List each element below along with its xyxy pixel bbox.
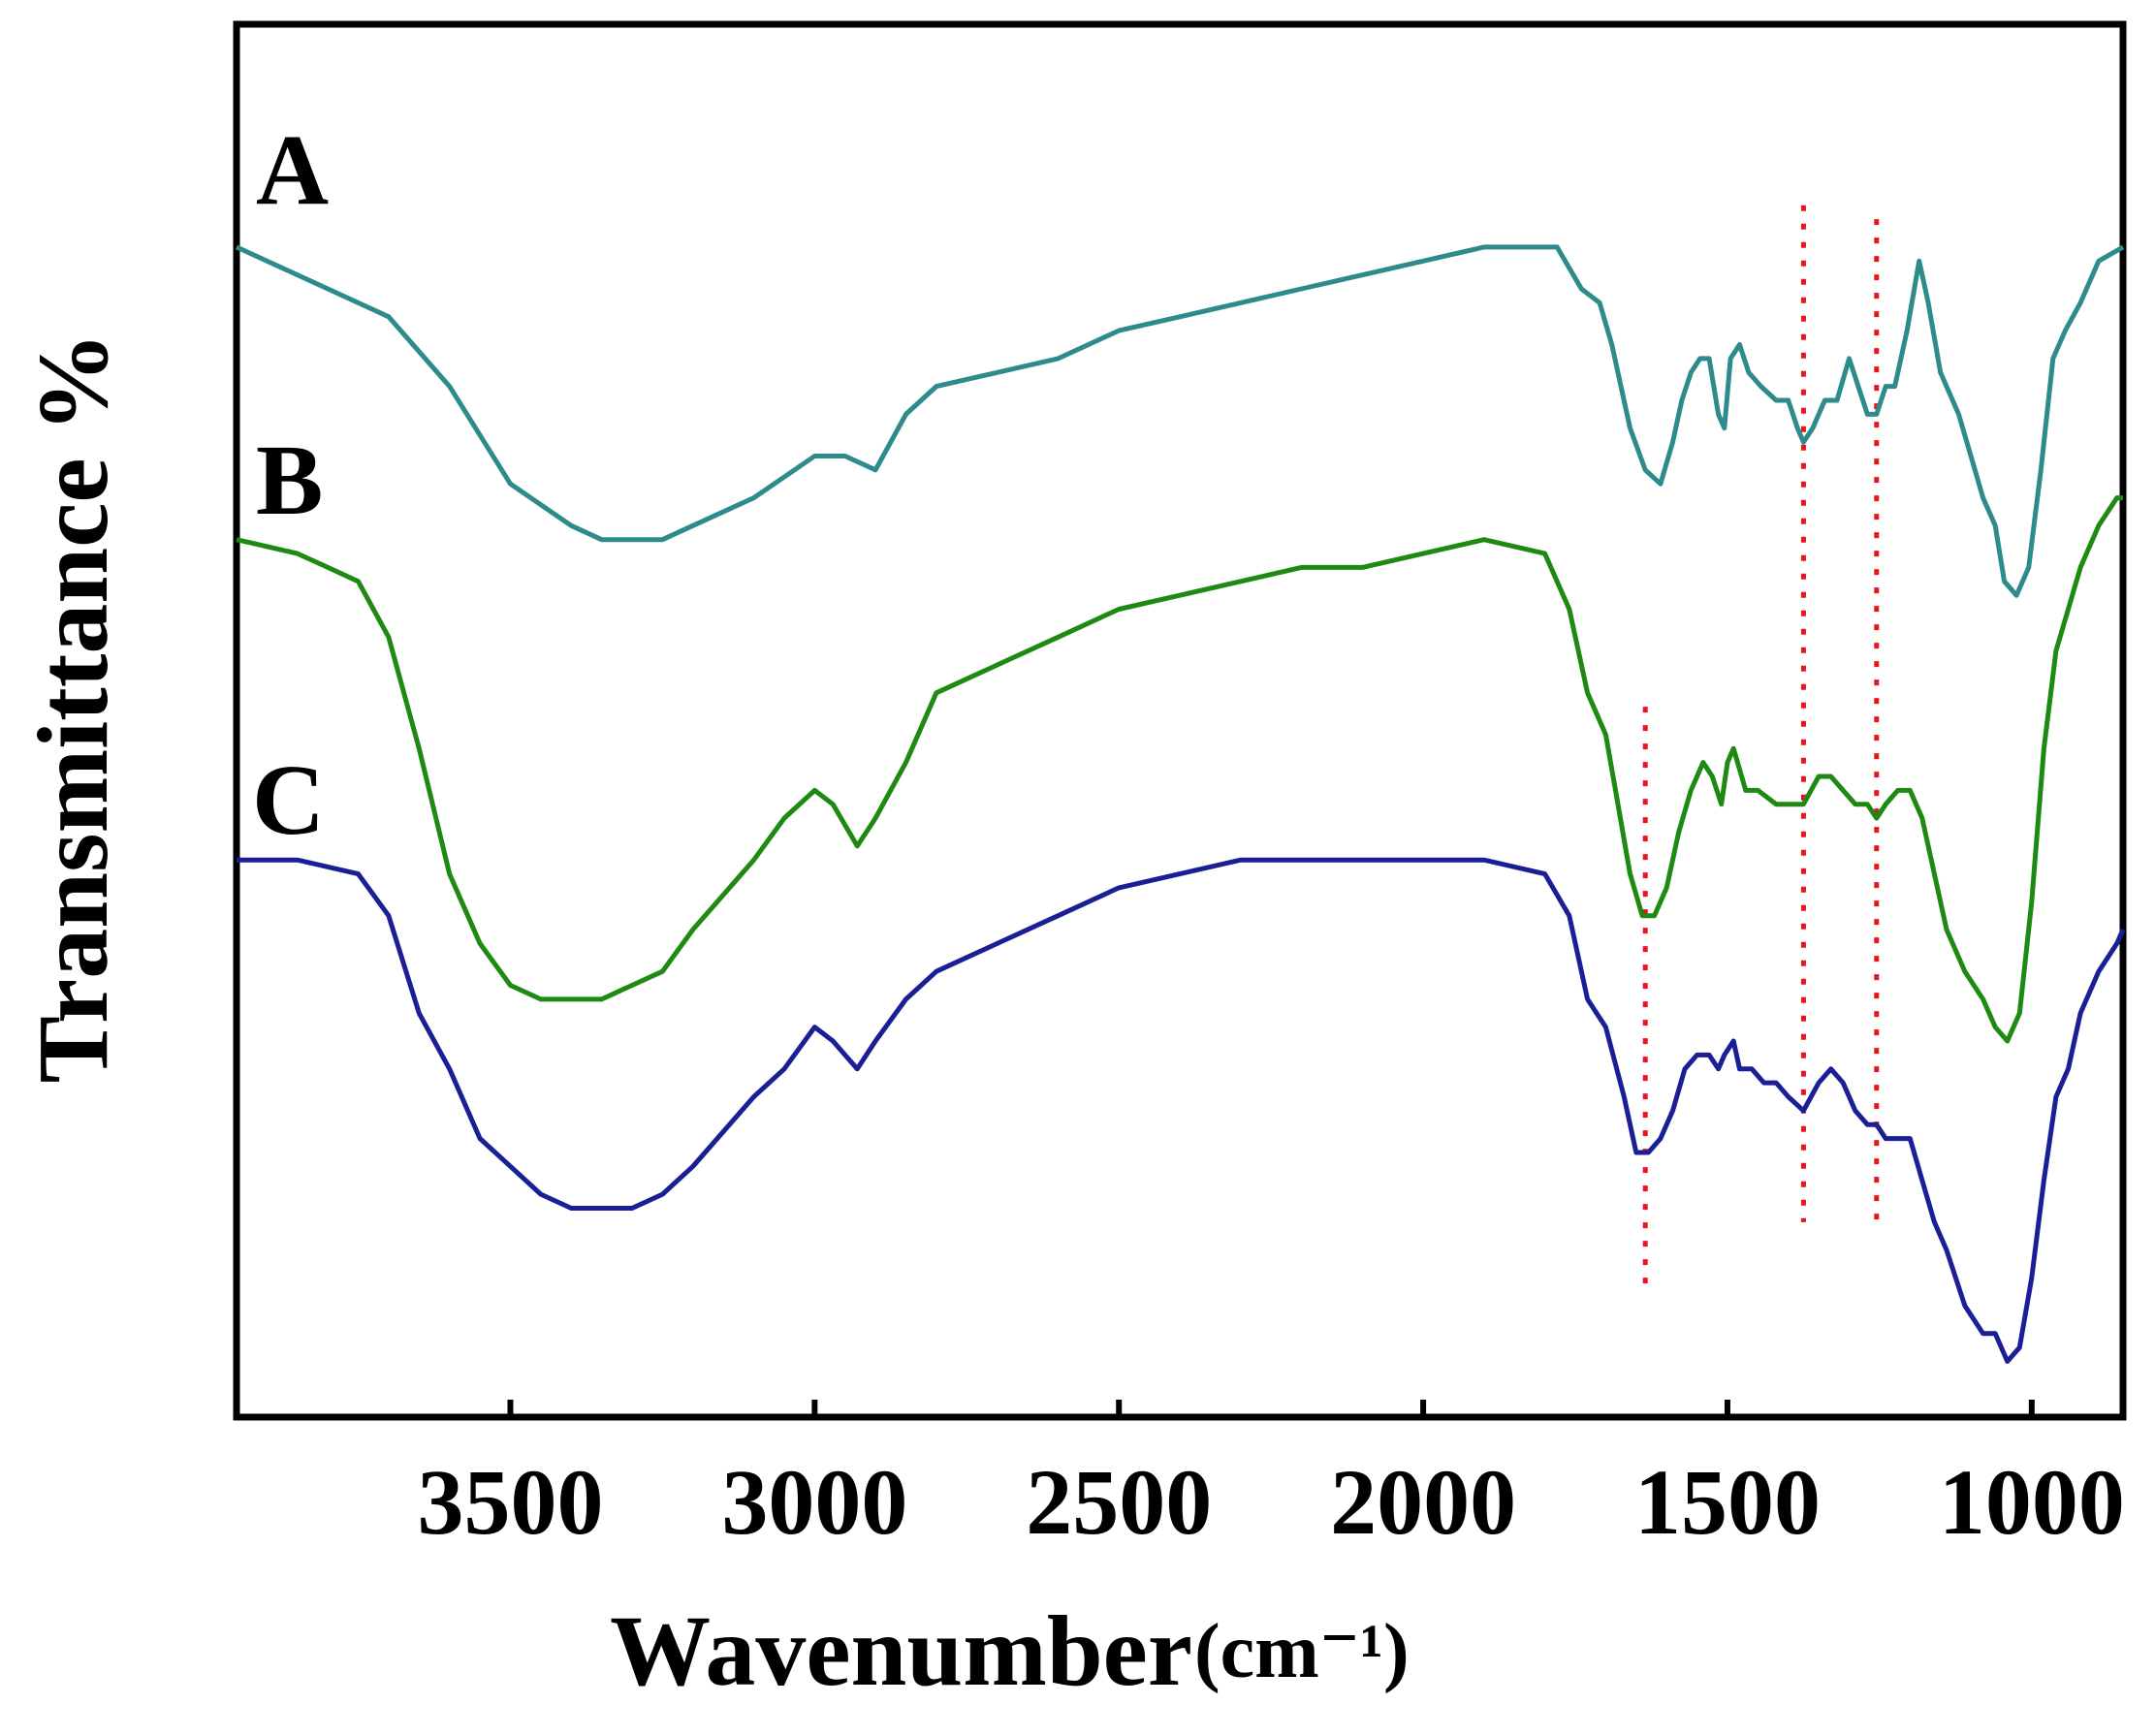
x-axis-ticks: 3500 3000 2500 2000 1500 1000 <box>417 1400 2125 1554</box>
series-line-c <box>237 857 2126 1364</box>
x-tick-label-1000: 1000 <box>1939 1450 2125 1554</box>
series-line-a <box>235 244 2125 598</box>
x-tick-label-3500: 3500 <box>417 1450 603 1554</box>
series-lines <box>235 244 2126 1364</box>
x-tick-label-2000: 2000 <box>1330 1450 1516 1554</box>
x-axis-label: Wavenumber <box>610 1595 1192 1707</box>
series-line-b <box>236 495 2123 1044</box>
x-axis-unit: (cm⁻¹) <box>1194 1609 1410 1694</box>
series-label-b: B <box>256 425 323 536</box>
x-tick-label-2500: 2500 <box>1026 1450 1212 1554</box>
series-label-a: A <box>256 114 329 226</box>
reference-lines <box>1642 205 1880 1292</box>
y-axis-label: Transmittance % <box>17 331 129 1083</box>
x-tick-label-3000: 3000 <box>721 1450 907 1554</box>
plot-frame <box>233 20 2127 1421</box>
x-tick-label-1500: 1500 <box>1634 1450 1821 1554</box>
series-label-c: C <box>252 744 325 856</box>
